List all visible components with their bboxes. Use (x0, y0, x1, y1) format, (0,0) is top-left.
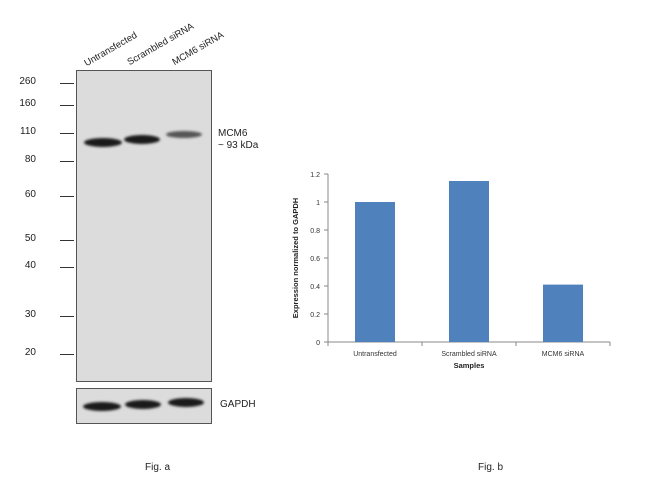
mw-marker-260: 260 (19, 76, 36, 87)
target-name: MCM6 (218, 128, 248, 139)
y-tick-label: 0.4 (310, 284, 320, 291)
y-tick-label: 0.2 (310, 312, 320, 319)
y-tick-label: 1 (316, 200, 320, 207)
gapdh-band-scrambled (125, 400, 161, 409)
gapdh-label: GAPDH (220, 399, 256, 410)
fig-a-caption: Fig. a (145, 462, 171, 473)
mw-marker-160: 160 (19, 98, 36, 109)
mw-tick-60 (60, 196, 74, 197)
y-tick-label: 0.8 (310, 228, 320, 235)
mcm6-band-scrambled (124, 135, 160, 144)
mw-tick-20 (60, 354, 74, 355)
chart-bars (355, 181, 583, 342)
mw-tick-110 (60, 133, 74, 134)
chart-labels: 0 0.2 0.4 0.6 0.8 1 1.2 Untransfected Scrambled … (291, 172, 585, 370)
x-axis-title: Samples (454, 361, 485, 370)
mw-marker-40: 40 (24, 260, 36, 271)
mw-marker-50: 50 (24, 233, 36, 244)
x-category-label: MCM6 siRNA (542, 351, 585, 358)
x-category-label: Scrambled siRNA (441, 351, 497, 358)
target-size: ~ 93 kDa (218, 140, 259, 151)
gapdh-band-mcm6-sirna (168, 398, 204, 407)
bar-chart: 0 0.2 0.4 0.6 0.8 1 1.2 Untransfected Scrambled … (291, 172, 611, 370)
mw-marker-110: 110 (20, 126, 36, 137)
bar-scrambled-sirna (449, 181, 489, 342)
mw-tick-260 (60, 83, 74, 84)
x-category-label: Untransfected (353, 351, 397, 358)
mw-tick-50 (60, 240, 74, 241)
target-protein-label: MCM6 ~ 93 kDa (218, 128, 258, 152)
mw-marker-30: 30 (24, 309, 36, 320)
mw-tick-160 (60, 105, 74, 106)
mw-marker-20: 20 (24, 347, 36, 358)
mw-tick-30 (60, 316, 74, 317)
mw-marker-80: 80 (24, 154, 36, 165)
y-tick-label: 1.2 (310, 172, 320, 179)
mcm6-band-untransfected (84, 138, 122, 147)
mw-marker-60: 60 (24, 189, 36, 200)
mw-tick-40 (60, 267, 74, 268)
mw-tick-80 (60, 161, 74, 162)
y-axis-title: Expression normalized to GAPDH (291, 198, 300, 318)
main-blot-membrane (76, 70, 212, 382)
bar-untransfected (355, 202, 395, 342)
y-tick-label: 0 (316, 340, 320, 347)
mcm6-band-mcm6-sirna (166, 131, 202, 138)
bar-mcm6-sirna (543, 284, 583, 342)
gapdh-band-untransfected (83, 402, 121, 411)
fig-b-caption: Fig. b (478, 462, 504, 473)
y-tick-label: 0.6 (310, 256, 320, 263)
